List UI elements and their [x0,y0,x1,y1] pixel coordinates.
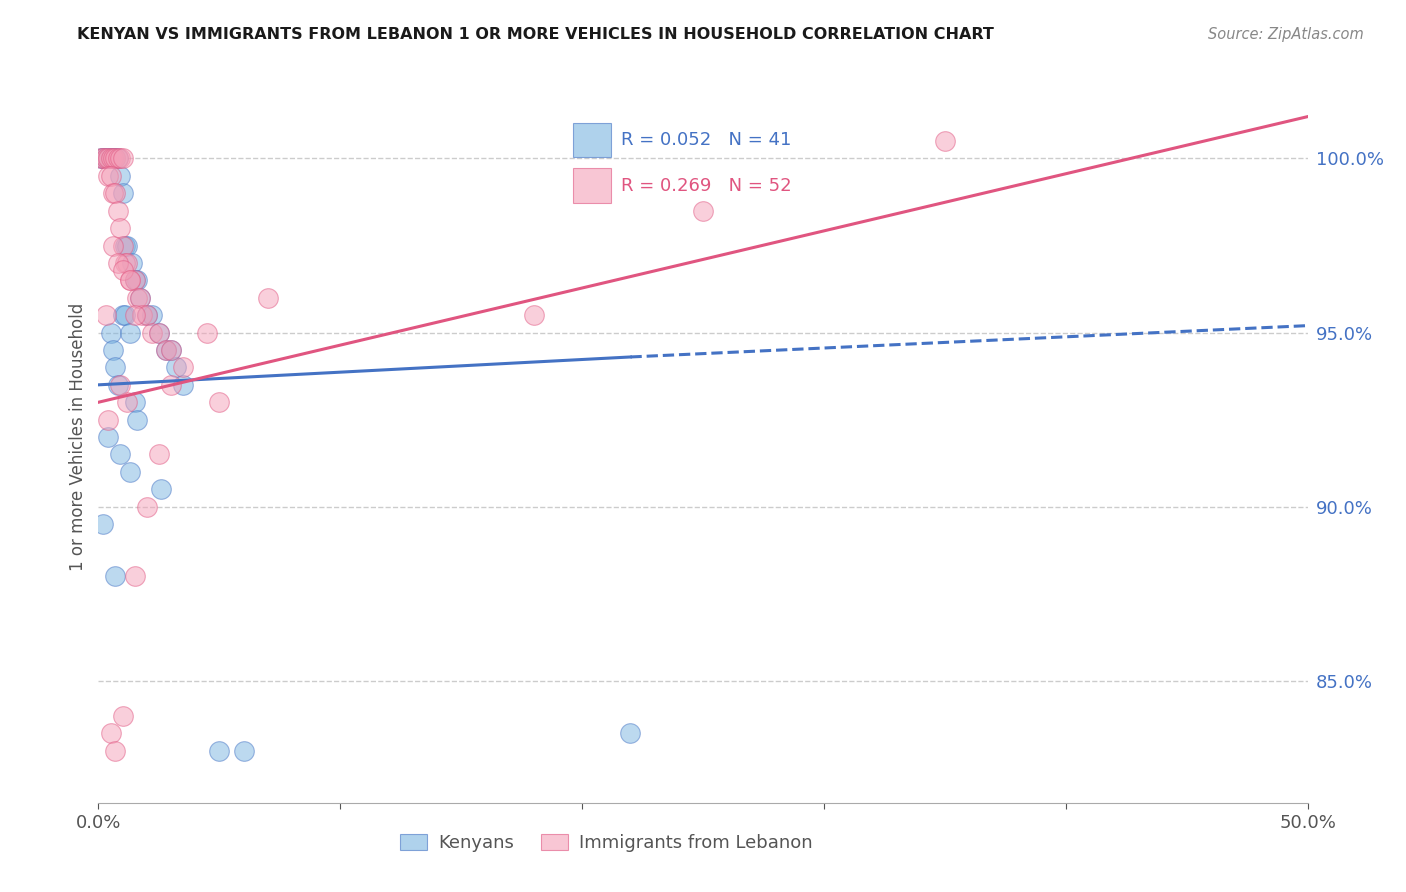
Point [100,152,122,166]
Point [90,152,112,166]
Point [104,360,127,375]
Point [101,152,124,166]
Point [104,152,127,166]
Point [111,186,134,201]
Point [100,152,122,166]
Y-axis label: 1 or more Vehicles in Household: 1 or more Vehicles in Household [69,303,87,571]
Point [172,360,194,375]
Point [135,308,157,322]
Point [97,169,120,183]
Point [165,360,187,375]
Point [172,377,194,392]
Point [94,152,117,166]
Point [160,343,183,357]
Point [101,152,124,166]
Point [97,152,120,166]
Point [97,430,120,444]
Point [100,326,122,340]
Point [107,203,129,218]
Point [117,395,139,409]
Point [108,221,131,235]
Point [127,273,149,287]
Point [94,308,117,322]
Point [111,152,134,166]
Point [118,326,141,340]
Text: Source: ZipAtlas.com: Source: ZipAtlas.com [1208,27,1364,42]
Point [91,517,114,532]
Point [91,152,114,166]
Point [118,273,141,287]
Point [135,308,157,322]
Point [523,308,546,322]
Point [107,152,129,166]
Point [108,169,131,183]
Point [111,308,134,322]
Point [104,569,127,583]
Point [100,726,122,740]
Point [107,377,129,392]
Point [160,343,183,357]
Point [104,743,127,757]
Point [155,343,177,357]
Point [148,326,170,340]
Point [107,152,129,166]
Point [208,395,231,409]
Point [100,169,122,183]
Point [256,291,278,305]
Point [111,238,134,252]
Point [104,152,127,166]
Point [108,377,131,392]
Point [127,412,149,426]
Point [114,238,136,252]
Legend: Kenyans, Immigrants from Lebanon: Kenyans, Immigrants from Lebanon [392,827,820,860]
Point [124,273,146,287]
Point [101,343,124,357]
Point [108,152,131,166]
Point [111,708,134,723]
Point [232,743,254,757]
Point [124,273,146,287]
Point [101,238,124,252]
Point [117,238,139,252]
Point [155,343,177,357]
Text: KENYAN VS IMMIGRANTS FROM LEBANON 1 OR MORE VEHICLES IN HOUSEHOLD CORRELATION CH: KENYAN VS IMMIGRANTS FROM LEBANON 1 OR M… [77,27,994,42]
Point [619,726,641,740]
Point [131,308,153,322]
Point [107,256,129,270]
Point [934,134,956,148]
Point [104,186,127,201]
Point [90,152,112,166]
Point [195,326,218,340]
Point [111,263,134,277]
Point [208,743,231,757]
Point [128,291,150,305]
Point [91,152,114,166]
Point [160,377,183,392]
Point [114,308,136,322]
Point [97,152,120,166]
Point [141,326,163,340]
Point [128,291,150,305]
Point [121,256,143,270]
Point [114,256,136,270]
Point [108,448,131,462]
Point [692,203,714,218]
Point [101,186,124,201]
Point [97,412,120,426]
Point [150,483,173,497]
Point [94,152,117,166]
Point [127,291,149,305]
Point [124,395,146,409]
Point [148,448,170,462]
Point [124,569,146,583]
Point [148,326,170,340]
Point [117,256,139,270]
Point [141,308,163,322]
Point [124,308,146,322]
Point [118,465,141,479]
Point [118,273,141,287]
Point [135,500,157,514]
